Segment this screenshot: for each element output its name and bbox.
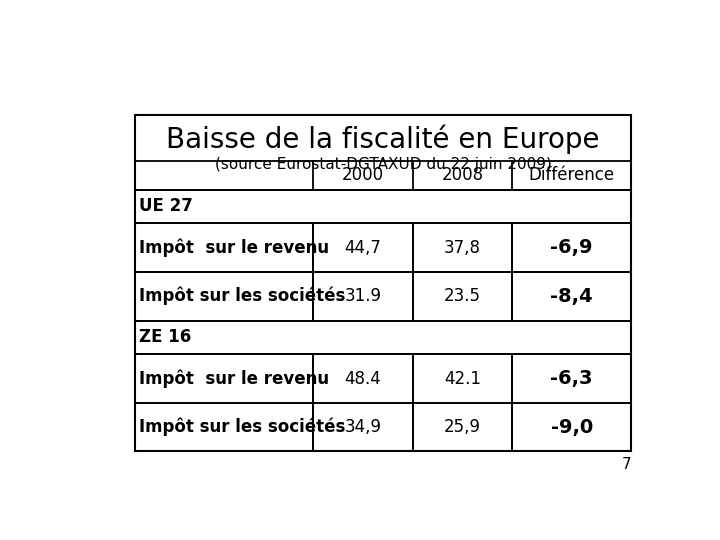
Text: -9,0: -9,0 [551, 417, 593, 437]
Text: Différence: Différence [528, 166, 615, 184]
Text: 42.1: 42.1 [444, 369, 481, 388]
Text: (source Eurostat-DGTAXUD du 22 juin 2009): (source Eurostat-DGTAXUD du 22 juin 2009… [215, 157, 552, 172]
Text: Impôt  sur le revenu: Impôt sur le revenu [139, 238, 329, 257]
Text: 2008: 2008 [441, 166, 483, 184]
Text: Impôt sur les sociétés: Impôt sur les sociétés [139, 287, 345, 306]
Bar [135, 321, 631, 354]
Text: 37,8: 37,8 [444, 239, 481, 256]
Text: Impôt sur les sociétés: Impôt sur les sociétés [139, 418, 345, 436]
Text: Impôt  sur le revenu: Impôt sur le revenu [139, 369, 329, 388]
Text: 2000: 2000 [342, 166, 384, 184]
Text: ZE 16: ZE 16 [139, 328, 191, 346]
Bar [135, 190, 631, 223]
Text: 31.9: 31.9 [345, 287, 382, 305]
Text: 7: 7 [621, 457, 631, 472]
Text: -8,4: -8,4 [550, 287, 593, 306]
Text: 48.4: 48.4 [345, 369, 382, 388]
Text: UE 27: UE 27 [139, 198, 192, 215]
Text: Baisse de la fiscalité en Europe: Baisse de la fiscalité en Europe [166, 125, 600, 154]
Text: 44,7: 44,7 [345, 239, 382, 256]
Text: 23.5: 23.5 [444, 287, 481, 305]
Text: 25,9: 25,9 [444, 418, 481, 436]
Text: 34,9: 34,9 [345, 418, 382, 436]
Text: -6,3: -6,3 [550, 369, 593, 388]
Text: -6,9: -6,9 [550, 238, 593, 257]
